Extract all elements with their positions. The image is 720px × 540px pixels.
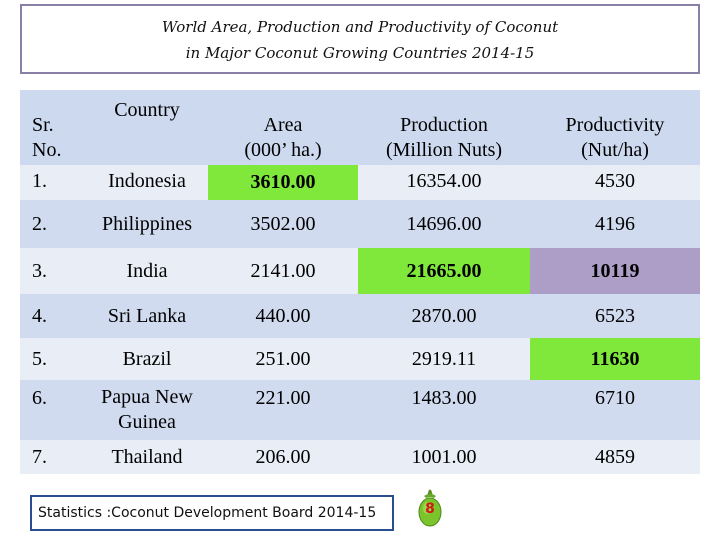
cell-area: 251.00	[208, 338, 358, 380]
header-area: Area (000’ ha.)	[208, 90, 358, 165]
cell-sr: 6.	[20, 380, 86, 440]
table-row: 7. Thailand 206.00 1001.00 4859	[20, 440, 700, 474]
cell-productivity: 6710	[530, 380, 700, 440]
cell-sr: 4.	[20, 294, 86, 338]
header-productivity: Productivity (Nut/ha)	[530, 90, 700, 165]
cell-area: 206.00	[208, 440, 358, 474]
page-number: 8	[425, 501, 435, 517]
cell-productivity-highlight: 11630	[530, 338, 700, 380]
cell-sr: 5.	[20, 338, 86, 380]
cell-area: 440.00	[208, 294, 358, 338]
table-row: 2. Philippines 3502.00 14696.00 4196	[20, 200, 700, 248]
cell-country: Papua New Guinea	[86, 380, 208, 440]
table-row: 4. Sri Lanka 440.00 2870.00 6523	[20, 294, 700, 338]
cell-production: 16354.00	[358, 165, 530, 200]
cell-productivity: 6523	[530, 294, 700, 338]
header-production: Production (Million Nuts)	[358, 90, 530, 165]
cell-country: Indonesia	[86, 165, 208, 200]
cell-productivity: 4859	[530, 440, 700, 474]
title-line-1: World Area, Production and Productivity …	[161, 18, 559, 36]
cell-production: 14696.00	[358, 200, 530, 248]
coconut-icon	[418, 489, 442, 527]
cell-productivity: 4196	[530, 200, 700, 248]
cell-country: Brazil	[86, 338, 208, 380]
cell-production: 2870.00	[358, 294, 530, 338]
cell-country: Thailand	[86, 440, 208, 474]
cell-area: 3502.00	[208, 200, 358, 248]
source-note: Statistics :Coconut Development Board 20…	[30, 495, 394, 531]
table-row: 1. Indonesia 3610.00 16354.00 4530	[20, 165, 700, 200]
cell-sr: 7.	[20, 440, 86, 474]
cell-area-highlight: 3610.00	[208, 165, 358, 200]
table-row: 3. India 2141.00 21665.00 10119	[20, 248, 700, 294]
page-number-badge: 8	[416, 488, 444, 528]
coconut-statistics-table: Sr. No. Country Area (000’ ha.) Production…	[20, 90, 700, 474]
cell-area: 221.00	[208, 380, 358, 440]
cell-productivity: 4530	[530, 165, 700, 200]
cell-sr: 3.	[20, 248, 86, 294]
cell-production: 1483.00	[358, 380, 530, 440]
header-country: Country	[86, 90, 208, 165]
cell-country: Philippines	[86, 200, 208, 248]
table-row: 6. Papua New Guinea 221.00 1483.00 6710	[20, 380, 700, 440]
cell-country: India	[86, 248, 208, 294]
cell-sr: 2.	[20, 200, 86, 248]
table-header-row: Sr. No. Country Area (000’ ha.) Production…	[20, 90, 700, 165]
title-line-2: in Major Coconut Growing Countries 2014-…	[185, 44, 535, 62]
table-row: 5. Brazil 251.00 2919.11 11630	[20, 338, 700, 380]
cell-area: 2141.00	[208, 248, 358, 294]
cell-productivity-highlight: 10119	[530, 248, 700, 294]
header-sr-no: Sr. No.	[20, 90, 86, 165]
cell-sr: 1.	[20, 165, 86, 200]
slide-title: World Area, Production and Productivity …	[20, 4, 700, 74]
cell-country: Sri Lanka	[86, 294, 208, 338]
cell-production: 2919.11	[358, 338, 530, 380]
cell-production-highlight: 21665.00	[358, 248, 530, 294]
cell-production: 1001.00	[358, 440, 530, 474]
